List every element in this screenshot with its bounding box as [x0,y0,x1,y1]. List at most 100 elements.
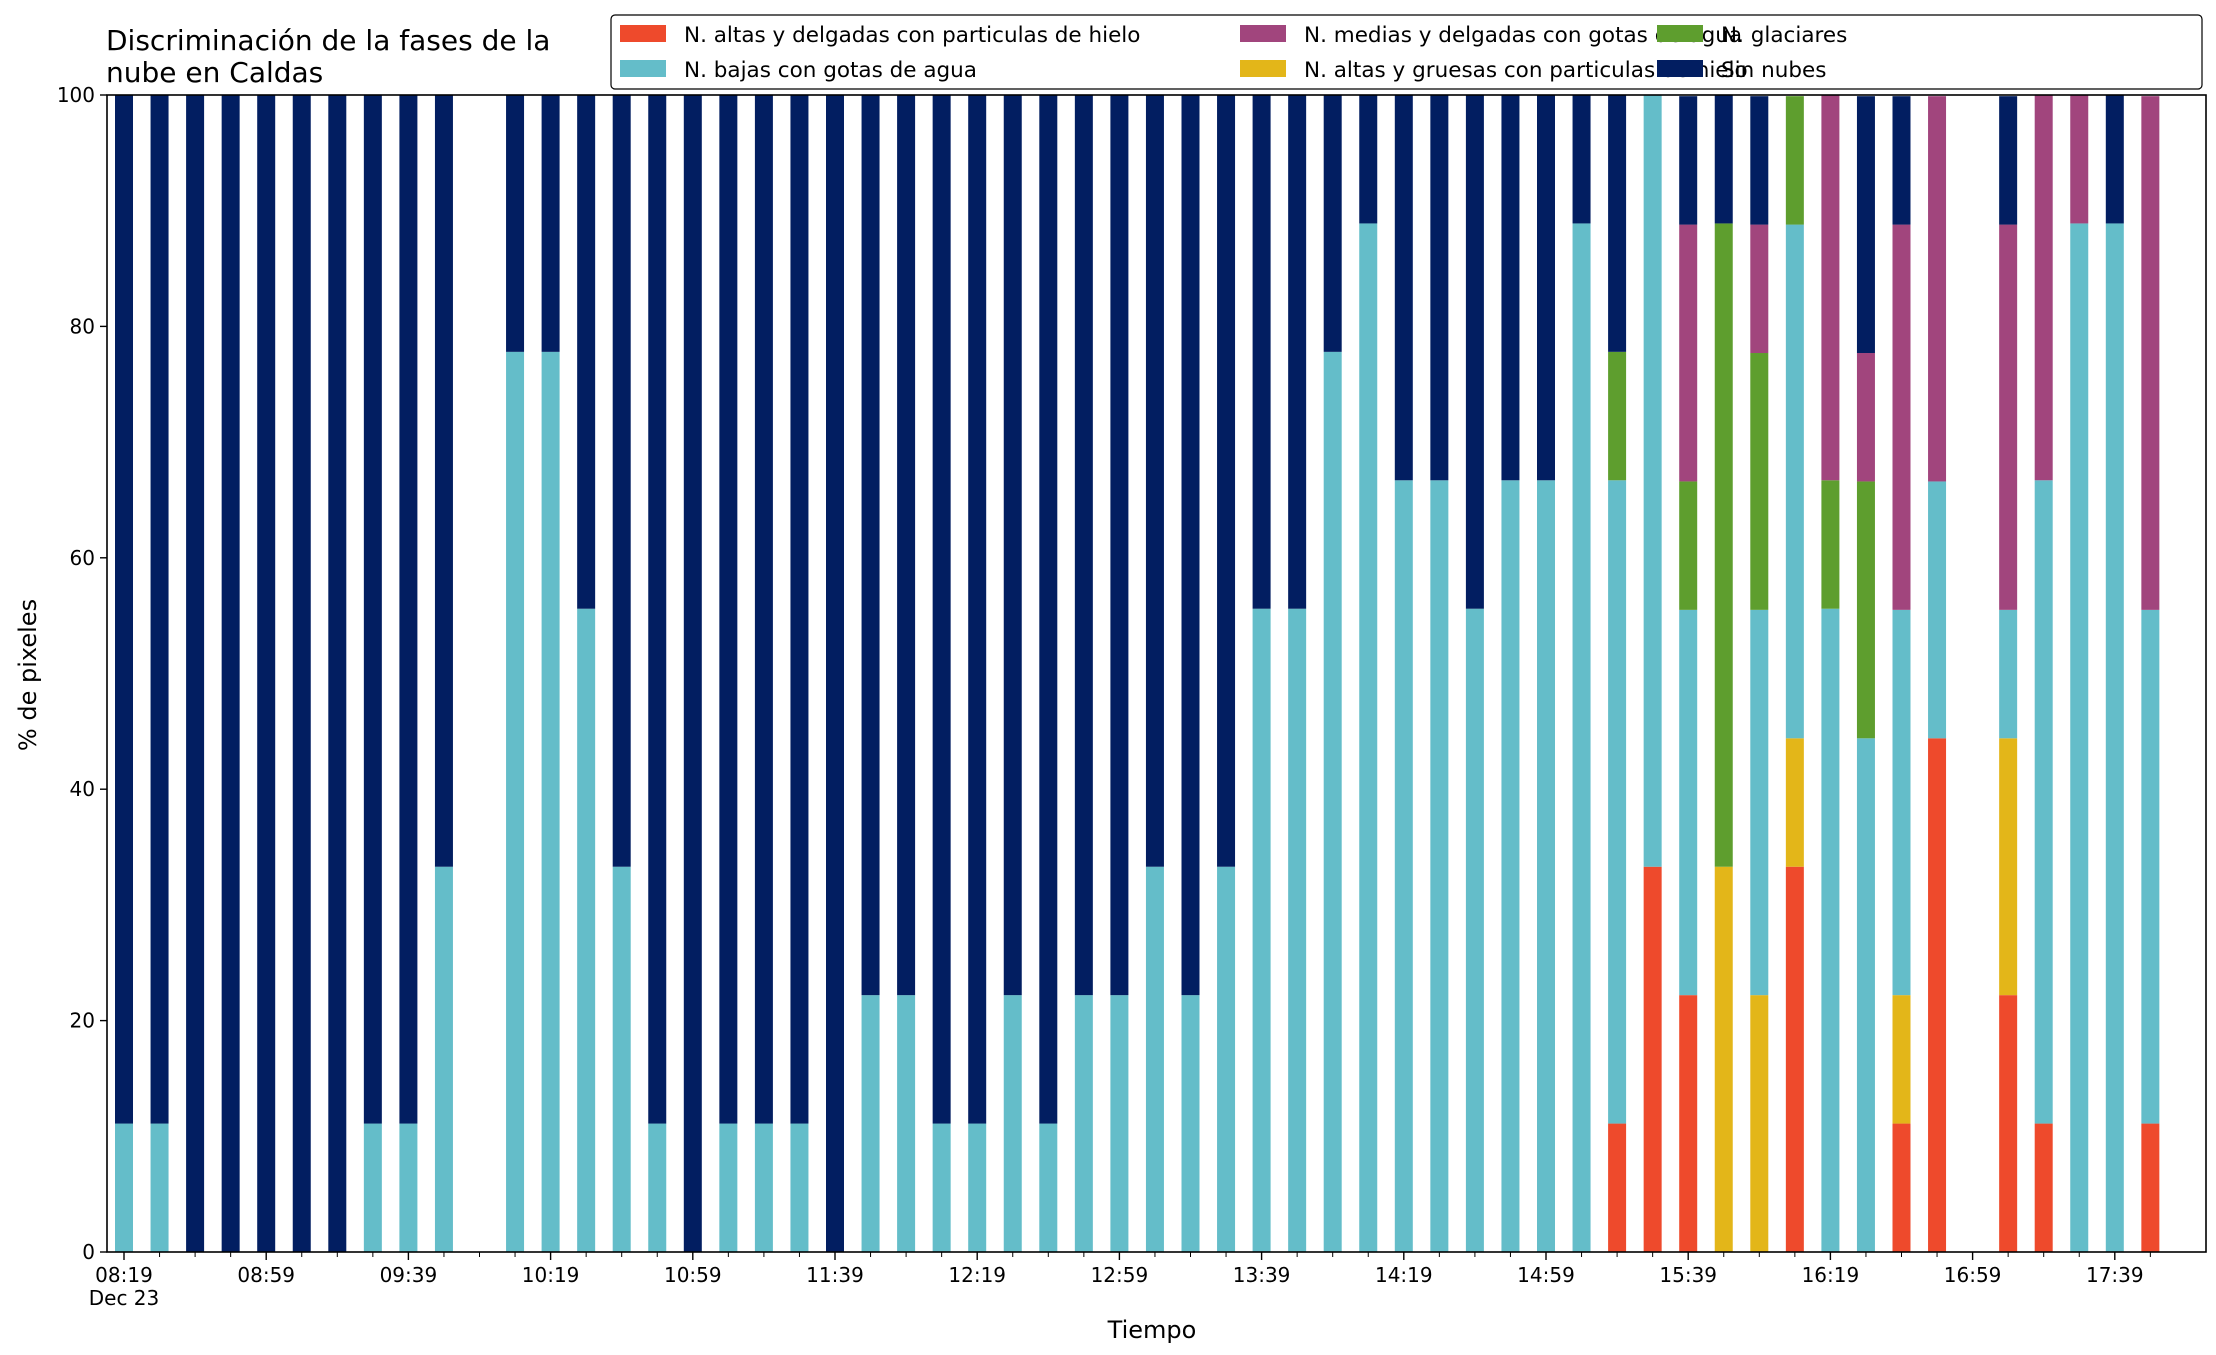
x-tick-label: 16:19 [1802,1263,1860,1287]
bar-segment-0819-s5 [115,95,133,1124]
bar-segment-1729-s4 [2070,95,2089,224]
x-tick-label: 12:59 [1091,1263,1149,1287]
x-axis-label: Tiempo [1107,1316,1197,1344]
bar-segment-0929-s2 [363,1123,382,1252]
bar-segment-1059-s5 [683,95,702,1252]
bar-segment-1749-s4 [2141,96,2160,610]
bar-segment-1339-s2 [1252,608,1271,1252]
bar-segment-1019-s5 [541,95,560,352]
bar-segment-1439-s2 [1465,608,1484,1252]
bar-segment-1139-s5 [826,95,844,1252]
bar-segment-1629-s5 [1856,96,1875,354]
bar-segment-1639-s2 [1892,609,1911,996]
bar-segment-1419-s2 [1394,480,1413,1252]
bar-segment-0859-s5 [257,95,276,1252]
bar-segment-1149-s2 [861,995,880,1252]
bar-segment-1639-s0 [1892,1123,1911,1252]
bar-segment-1619-s3 [1821,480,1840,609]
bar-segment-1709-s1 [1999,738,2018,996]
bar-segment-1439-s5 [1465,95,1484,609]
bar-segment-1749-s2 [2141,609,2160,1124]
bar-segment-1719-s0 [2034,1123,2053,1252]
bar-segment-1209-s5 [932,95,951,1124]
bar-segment-0829-s5 [150,95,169,1124]
y-tick-label: 0 [82,1240,95,1264]
y-tick-label: 100 [57,83,95,107]
bar-segment-1559-s4 [1750,224,1769,354]
y-tick-label: 40 [70,777,95,801]
x-tick-label: 14:19 [1375,1263,1433,1287]
bar-segment-0909-s5 [292,95,311,1252]
bar-segment-0929-s5 [363,95,382,1124]
bar-segment-1709-s5 [1999,96,2018,225]
bar-segment-1519-s2 [1608,480,1627,1124]
bar-segment-1739-s5 [2105,95,2124,224]
bar-segment-1119-s2 [754,1123,773,1252]
legend-swatch-s2 [620,60,666,77]
bar-segment-1349-s5 [1288,95,1307,609]
bar-segment-1639-s1 [1892,995,1911,1124]
x-tick-label: 17:39 [2086,1263,2144,1287]
bar-segment-1219-s2 [968,1123,987,1252]
bar-segment-1609-s2 [1785,224,1804,739]
bar-segment-1229-s2 [1003,995,1022,1252]
bar-segment-1459-s5 [1537,95,1555,481]
bar-segment-1719-s2 [2034,480,2053,1124]
bar-segment-1559-s1 [1750,995,1769,1252]
bar-segment-1719-s4 [2034,95,2053,481]
bar-segment-1739-s2 [2105,223,2124,1253]
bar-segment-1419-s5 [1394,95,1413,481]
legend-frame [610,14,2203,90]
bar-segment-1519-s3 [1608,351,1627,481]
bar-segment-1019-s2 [541,351,560,1253]
bar-segment-1509-s2 [1572,223,1591,1253]
bar-segment-0939-s2 [399,1123,418,1252]
bar-segment-1709-s0 [1999,995,2018,1252]
bar-segment-1049-s5 [648,95,667,1124]
x-tick-label: 11:39 [806,1263,864,1287]
bar-segment-1639-s5 [1892,96,1911,225]
bar-segment-1259-s2 [1110,995,1129,1252]
bar-segment-1429-s5 [1430,95,1449,481]
bar-segment-1359-s2 [1323,351,1342,1253]
bar-segment-1749-s0 [2141,1123,2160,1252]
bar-segment-1619-s2 [1821,608,1840,1252]
bar-segment-1539-s5 [1679,96,1698,225]
y-tick-label: 20 [70,1009,95,1033]
y-tick-label: 60 [70,546,95,570]
bar-segment-1329-s5 [1217,95,1236,867]
x-tick-label: 10:19 [522,1263,580,1287]
bar-segment-1159-s2 [897,995,916,1252]
chart-title-line-1: Discriminación de la fases de la [106,24,550,57]
legend-swatch-s5 [1657,60,1703,77]
legend-swatch-s1 [1240,60,1286,77]
bar-segment-1519-s0 [1608,1123,1627,1252]
bar-segment-1509-s5 [1572,95,1591,224]
x-tick-label: 16:59 [1944,1263,2002,1287]
x-tick-label: 15:39 [1659,1263,1717,1287]
bar-segment-1629-s3 [1856,481,1875,739]
bar-segment-1429-s2 [1430,480,1449,1252]
legend-label-s2: N. bajas con gotas de agua [684,58,977,83]
bar-segment-0949-s2 [434,866,453,1252]
bar-segment-1329-s2 [1217,866,1236,1252]
bar-segment-1709-s4 [1999,224,2018,610]
bar-segment-1029-s2 [577,608,596,1252]
bar-segment-1539-s4 [1679,224,1698,482]
bar-segment-1239-s2 [1039,1123,1058,1252]
bar-segment-1129-s5 [790,95,809,1124]
plot-frame [106,94,2207,1253]
bar-segment-1009-s5 [506,95,525,352]
bar-segment-1149-s5 [861,95,880,996]
bar-segment-1539-s2 [1679,609,1698,996]
bar-segment-0819-s2 [115,1123,133,1252]
y-axis-label: % de pixeles [14,599,42,751]
axes-layer: 0 20 40 60 80 100 08:19 08:59 09:39 10:19 10:59 11:… [57,83,2207,1310]
legend-label-s3: N. glaciares [1721,23,1847,48]
bar-segment-1549-s5 [1714,95,1733,224]
bar-segment-1239-s5 [1039,95,1058,1124]
bar-segment-1609-s1 [1785,738,1804,867]
legend-swatch-s3 [1657,25,1703,42]
bar-segment-1649-s4 [1928,96,1947,482]
